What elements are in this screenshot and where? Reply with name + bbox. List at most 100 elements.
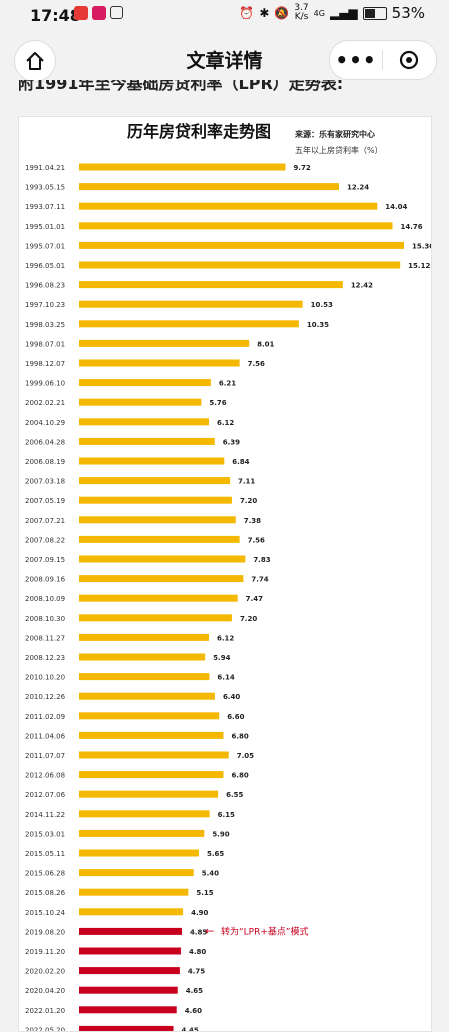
annotation-arrow: ←	[205, 924, 214, 937]
value-label: 15.30	[412, 242, 431, 250]
category-label: 1999.06.10	[25, 380, 65, 388]
value-label: 4.85	[190, 928, 207, 936]
category-label: 2010.12.26	[25, 693, 66, 701]
value-label: 10.53	[311, 301, 333, 309]
bar	[79, 771, 224, 779]
network-type: 4G	[313, 8, 325, 18]
bar	[79, 731, 224, 739]
bar	[79, 457, 225, 465]
bar	[79, 163, 286, 171]
bar	[79, 594, 238, 602]
bar	[79, 437, 215, 445]
mini-program-capsule: •••	[329, 40, 437, 80]
bar	[79, 633, 209, 641]
value-label: 6.84	[232, 458, 249, 466]
category-label: 2006.08.19	[25, 458, 65, 466]
bar	[79, 947, 181, 955]
bar	[79, 751, 229, 759]
signal-icon: ▂▄▆	[329, 6, 358, 20]
bar	[79, 222, 393, 230]
value-label: 5.65	[207, 850, 224, 858]
value-label: 6.40	[223, 693, 240, 701]
value-label: 15.12	[408, 262, 430, 270]
value-label: 14.76	[401, 223, 423, 231]
category-label: 2007.09.15	[25, 556, 65, 564]
network-speed: 3.7 K/s	[294, 3, 309, 22]
bar	[79, 790, 219, 798]
category-label: 2015.10.24	[25, 909, 66, 917]
close-button[interactable]	[383, 49, 435, 71]
category-label: 2007.08.22	[25, 536, 65, 544]
status-right: ⏰ ✱ 🔕 3.7 K/s 4G ▂▄▆ 53%	[239, 3, 425, 23]
category-label: 2011.02.09	[25, 713, 65, 721]
mute-icon: 🔕	[274, 6, 290, 20]
bar	[79, 496, 232, 504]
value-label: 9.72	[293, 164, 310, 172]
category-label: 2004.10.29	[25, 419, 65, 427]
value-label: 8.01	[257, 340, 274, 348]
bar	[79, 281, 343, 289]
category-label: 1998.12.07	[25, 360, 65, 368]
category-label: 2007.07.21	[25, 517, 65, 525]
value-label: 7.20	[240, 615, 257, 623]
status-time: 17:48	[30, 6, 81, 25]
nav-bar: 文章详情 •••	[0, 30, 449, 86]
value-label: 7.47	[246, 595, 263, 603]
category-label: 2022.05.20	[25, 1026, 65, 1031]
value-label: 6.55	[226, 791, 243, 799]
value-label: 7.05	[237, 752, 254, 760]
bar	[79, 967, 180, 975]
bar	[79, 614, 232, 622]
category-label: 1998.03.25	[25, 321, 65, 329]
value-label: 4.45	[182, 1026, 199, 1031]
value-label: 4.80	[189, 948, 206, 956]
value-label: 5.76	[209, 399, 226, 407]
more-button[interactable]: •••	[335, 48, 377, 72]
bar	[79, 300, 303, 308]
value-label: 5.40	[202, 870, 219, 878]
value-label: 5.90	[212, 830, 229, 838]
value-label: 5.94	[213, 654, 230, 662]
category-label: 1997.10.23	[25, 301, 65, 309]
category-label: 2014.11.22	[25, 811, 65, 819]
bar	[79, 653, 206, 661]
value-label: 4.65	[186, 987, 203, 995]
battery-fill	[364, 8, 375, 18]
article-cut-text: 附1991年至今基础房贷利率（LPR）走势表:	[18, 80, 344, 92]
bar	[79, 986, 178, 994]
value-label: 4.60	[185, 1007, 202, 1015]
home-button[interactable]	[14, 40, 56, 82]
alarm-icon: ⏰	[239, 6, 255, 20]
category-label: 2022.01.20	[25, 1007, 65, 1015]
category-label: 1995.01.01	[25, 223, 65, 231]
category-label: 2019.11.20	[25, 948, 65, 956]
home-icon	[26, 52, 44, 70]
app-notification-icon	[74, 6, 88, 20]
chart-source: 来源：乐有家研究中心	[294, 129, 375, 139]
category-label: 2007.05.19	[25, 497, 65, 505]
value-label: 6.15	[218, 811, 235, 819]
category-label: 2015.03.01	[25, 830, 65, 838]
category-label: 2020.02.20	[25, 968, 65, 976]
bar	[79, 927, 183, 935]
notification-icons	[74, 6, 123, 20]
bar	[79, 183, 339, 191]
bar	[79, 849, 200, 857]
bar	[79, 320, 299, 328]
category-label: 1991.04.21	[25, 164, 65, 172]
value-label: 4.75	[188, 968, 205, 976]
value-label: 7.20	[240, 497, 257, 505]
bar	[79, 869, 194, 877]
bluetooth-icon: ✱	[259, 6, 270, 20]
value-label: 7.38	[244, 517, 261, 525]
chart-unit-label: 五年以上房贷利率（%）	[295, 145, 383, 155]
value-label: 7.74	[251, 576, 268, 584]
category-label: 2008.10.09	[25, 595, 65, 603]
category-label: 2012.06.08	[25, 772, 65, 780]
bar	[79, 575, 244, 583]
category-label: 2007.03.18	[25, 478, 65, 486]
bar	[79, 516, 236, 524]
value-label: 6.80	[231, 732, 248, 740]
nfc-icon	[110, 6, 123, 19]
category-label: 2008.12.23	[25, 654, 65, 662]
